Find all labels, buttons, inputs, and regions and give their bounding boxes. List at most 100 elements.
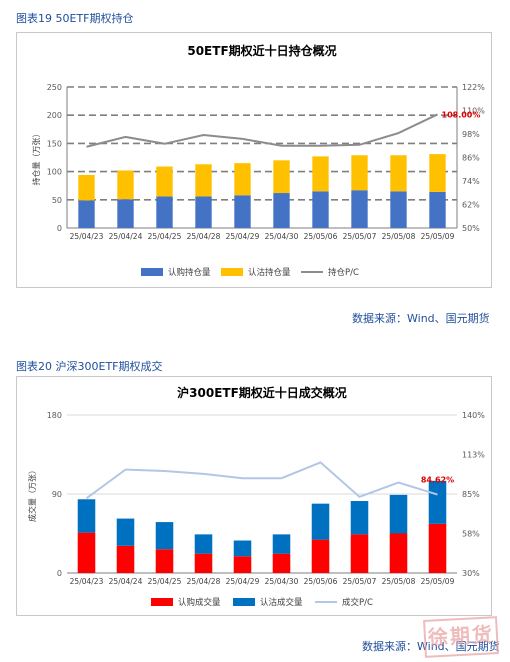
bar-认购成交量	[389, 533, 408, 573]
bar-认沽持仓量	[273, 160, 290, 194]
legend-swatch	[233, 598, 255, 606]
bar-认沽成交量	[194, 534, 213, 554]
y-tick-label: 200	[47, 111, 62, 120]
bar-认购成交量	[77, 532, 96, 573]
x-tick-label: 25/05/07	[343, 232, 377, 241]
bar-认购成交量	[272, 553, 291, 573]
bar-认沽持仓量	[195, 164, 212, 197]
bar-认购成交量	[311, 539, 330, 573]
legend-swatch	[221, 268, 243, 276]
y2-tick-label: 74%	[462, 177, 480, 186]
bar-认沽成交量	[311, 503, 330, 540]
y-tick-label: 180	[47, 411, 62, 420]
x-tick-label: 25/04/24	[109, 577, 143, 586]
y-tick-label: 150	[47, 139, 62, 148]
legend-label: 认购持仓量	[168, 267, 211, 278]
bar-认沽持仓量	[234, 163, 251, 196]
figure1-source: 数据来源：Wind、国元期货	[352, 312, 490, 325]
y-tick-label: 100	[47, 168, 62, 177]
bar-认沽成交量	[272, 534, 291, 554]
bar-认购持仓量	[312, 191, 329, 228]
bar-认沽持仓量	[312, 156, 329, 192]
bar-认沽成交量	[116, 518, 135, 546]
bar-认沽持仓量	[78, 174, 95, 201]
x-tick-label: 25/05/09	[421, 232, 455, 241]
bar-认沽成交量	[389, 494, 408, 534]
y-tick-label: 50	[52, 196, 62, 205]
figure2-chart: 沪300ETF期权近十日成交概况 0 90 180 30% 58% 85% 113% 140% 成…	[16, 376, 492, 616]
chart-title: 沪300ETF期权近十日成交概况	[177, 385, 347, 400]
bar-认购持仓量	[117, 199, 134, 228]
bar-认沽持仓量	[351, 155, 368, 191]
line-成交P/C	[85, 461, 438, 500]
figure1-caption: 图表19 50ETF期权持仓	[16, 12, 134, 25]
figure1-svg: 50ETF期权近十日持仓概况 0 50 100 150 200 250 50% 62% 74% 86…	[31, 43, 485, 278]
legend-label: 持仓P/C	[328, 267, 359, 278]
x-tick-label: 25/04/29	[226, 232, 260, 241]
bar-认购成交量	[428, 523, 447, 573]
x-tick-label: 25/04/25	[148, 577, 182, 586]
bar-认沽成交量	[350, 501, 369, 535]
bar-认沽成交量	[155, 522, 174, 550]
last-value-annotation: 84.62%	[421, 476, 454, 485]
x-tick-label: 25/04/23	[70, 232, 104, 241]
x-tick-label: 25/05/07	[343, 577, 377, 586]
bar-认沽持仓量	[117, 170, 134, 200]
legend-swatch	[151, 598, 173, 606]
bar-认沽持仓量	[156, 166, 173, 197]
legend-label: 认沽持仓量	[248, 267, 291, 278]
bar-认购持仓量	[390, 191, 407, 228]
bar-认沽成交量	[77, 499, 96, 533]
bar-认购成交量	[155, 549, 174, 573]
y-axis-label: 持仓量（万张）	[31, 130, 41, 186]
legend-label: 成交P/C	[342, 597, 373, 608]
y2-tick-label: 30%	[462, 569, 480, 578]
bar-认购持仓量	[273, 193, 290, 228]
legend-label: 认沽成交量	[260, 597, 303, 608]
y-tick-label: 0	[57, 569, 62, 578]
bar-认购成交量	[116, 545, 135, 573]
bar-认购成交量	[350, 534, 369, 573]
bar-认购持仓量	[195, 196, 212, 228]
x-tick-label: 25/04/30	[265, 577, 299, 586]
bar-认购成交量	[233, 556, 252, 573]
bar-认购持仓量	[351, 190, 368, 228]
line-持仓P/C	[86, 113, 438, 148]
y2-tick-label: 98%	[462, 130, 480, 139]
bar-认购持仓量	[78, 200, 95, 228]
bar-认购成交量	[194, 553, 213, 573]
legend-swatch	[141, 268, 163, 276]
y2-tick-label: 62%	[462, 201, 480, 210]
legend-label: 认购成交量	[178, 597, 221, 608]
last-value-annotation: 108.00%	[442, 110, 481, 119]
figure2-source: 数据来源：Wind、国元期货	[362, 640, 500, 653]
chart-title: 50ETF期权近十日持仓概况	[187, 43, 336, 58]
x-tick-label: 25/05/08	[382, 577, 416, 586]
bar-认沽持仓量	[390, 155, 407, 192]
bar-认购持仓量	[429, 191, 446, 228]
y-axis-label: 成交量（万张）	[27, 466, 37, 522]
x-tick-label: 25/05/06	[304, 577, 338, 586]
watermark-stamp: 徐期货	[423, 616, 499, 658]
y2-tick-label: 85%	[462, 490, 480, 499]
y2-tick-label: 113%	[462, 451, 485, 460]
y2-tick-label: 140%	[462, 411, 485, 420]
x-tick-label: 25/04/29	[226, 577, 260, 586]
bar-认沽成交量	[233, 540, 252, 557]
figure2-svg: 沪300ETF期权近十日成交概况 0 90 180 30% 58% 85% 113% 140% 成…	[27, 385, 485, 608]
y-tick-label: 250	[47, 83, 62, 92]
y2-tick-label: 50%	[462, 224, 480, 233]
bar-认购持仓量	[156, 196, 173, 228]
y2-tick-label: 122%	[462, 83, 485, 92]
x-tick-label: 25/04/23	[70, 577, 104, 586]
y2-tick-label: 86%	[462, 154, 480, 163]
x-tick-label: 25/05/06	[304, 232, 338, 241]
x-tick-label: 25/05/08	[382, 232, 416, 241]
x-tick-label: 25/04/25	[148, 232, 182, 241]
y-tick-label: 90	[52, 490, 62, 499]
x-tick-label: 25/05/09	[421, 577, 455, 586]
bar-认沽成交量	[428, 480, 447, 524]
x-tick-label: 25/04/28	[187, 232, 221, 241]
y-tick-label: 0	[57, 224, 62, 233]
x-tick-label: 25/04/28	[187, 577, 221, 586]
